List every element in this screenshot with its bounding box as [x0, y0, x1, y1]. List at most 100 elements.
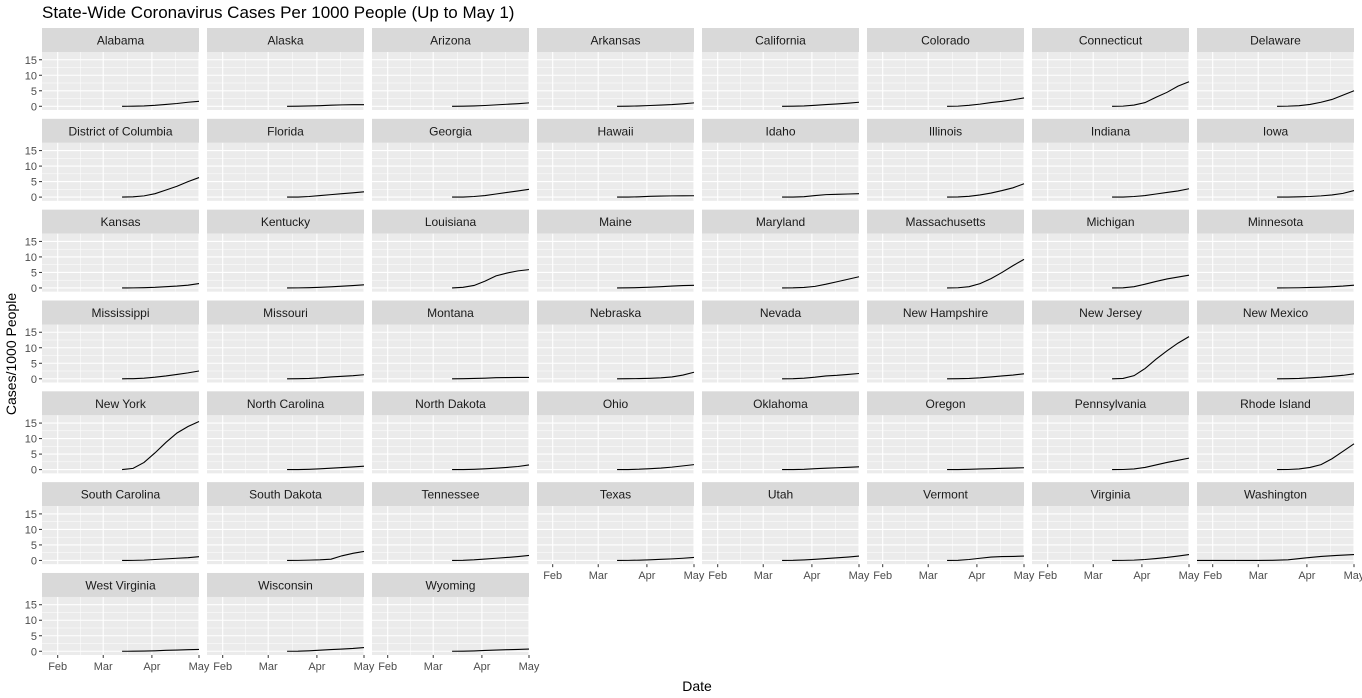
facet-california: California: [702, 28, 860, 110]
facet-label: Mississippi: [91, 306, 149, 320]
facet-label: Washington: [1244, 488, 1307, 502]
series-line-colorado: [947, 97, 1025, 107]
series-line-wyoming: [452, 648, 530, 652]
facet-delaware: Delaware: [1197, 28, 1355, 110]
series-line-oklahoma: [782, 466, 860, 471]
facet-label: Indiana: [1091, 124, 1131, 138]
facet-label: Massachusetts: [905, 215, 985, 229]
series-line-texas: [617, 556, 695, 561]
x-tick-label: Apr: [638, 570, 655, 582]
x-axis-title: Date: [682, 678, 712, 694]
facet-strip: [537, 391, 694, 416]
facet-label: Alaska: [267, 34, 303, 48]
facet-panel: [537, 233, 694, 292]
facet-rhode-island: Rhode Island: [1197, 391, 1355, 474]
facet-label: Minnesota: [1248, 215, 1304, 229]
facet-kansas: Kansas 0 5 10 15: [25, 209, 200, 295]
x-tick-label: Apr: [803, 570, 820, 582]
facet-strip: [1197, 300, 1354, 325]
series-line-hawaii: [617, 195, 695, 198]
x-tick-label: Feb: [708, 570, 727, 582]
facet-strip: [207, 300, 364, 325]
y-tick-label: 5: [31, 177, 37, 189]
facet-label: Kentucky: [261, 215, 310, 229]
facet-strip: [537, 209, 694, 234]
x-tick-label: Feb: [1038, 570, 1057, 582]
y-tick-label: 10: [25, 252, 37, 264]
facet-north-dakota: North Dakota: [372, 391, 530, 474]
series-line-iowa: [1277, 190, 1355, 198]
facet-panel: [42, 233, 199, 292]
facet-iowa: Iowa: [1197, 118, 1355, 201]
facet-panel: [372, 233, 529, 292]
series-line-new-hampshire: [947, 373, 1025, 380]
facet-panel: [207, 324, 364, 383]
facet-panel: [867, 415, 1024, 474]
facet-panel: [702, 142, 859, 201]
series-line-missouri: [287, 374, 365, 380]
facet-oregon: Oregon: [867, 391, 1025, 474]
series-line-north-dakota: [452, 464, 530, 471]
y-tick-label: 5: [31, 267, 37, 279]
facet-label: District of Columbia: [68, 124, 172, 138]
series-line-maryland: [782, 276, 860, 289]
facet-panel: [537, 52, 694, 110]
facet-label: Pennsylvania: [1075, 397, 1147, 411]
facet-panel: [1197, 233, 1354, 292]
x-tick-label: Apr: [1298, 570, 1315, 582]
facet-label: North Dakota: [415, 397, 486, 411]
facet-strip: [1032, 300, 1189, 325]
series-line-alabama: [122, 100, 200, 107]
facet-label: Oregon: [925, 397, 965, 411]
x-tick-label: Mar: [1249, 570, 1268, 582]
facet-label: Idaho: [765, 124, 795, 138]
facet-panel: [1197, 324, 1354, 383]
facet-panel: [42, 596, 199, 655]
facet-mississippi: Mississippi 0 5 10 15: [25, 300, 200, 386]
facet-label: Virginia: [1091, 488, 1131, 502]
facet-panel: [42, 52, 199, 110]
facet-strip: [867, 28, 1024, 52]
facet-label: Ohio: [603, 397, 629, 411]
series-line-indiana: [1112, 188, 1190, 198]
facet-strip: [372, 118, 529, 143]
facet-panel: [372, 52, 529, 110]
y-tick-label: 0: [31, 465, 37, 477]
facet-panel: [537, 506, 694, 565]
facet-montana: Montana: [372, 300, 530, 383]
facet-tennessee: Tennessee: [372, 482, 530, 565]
facet-arkansas: Arkansas: [537, 28, 695, 110]
y-tick-label: 15: [25, 327, 37, 339]
facet-oklahoma: Oklahoma: [702, 391, 860, 474]
facet-panel: [537, 415, 694, 474]
facet-label: Delaware: [1250, 34, 1301, 48]
x-tick-label: Mar: [1084, 570, 1103, 582]
facet-label: Arkansas: [590, 34, 640, 48]
facet-strip: [372, 300, 529, 325]
x-tick-label: Mar: [589, 570, 608, 582]
y-tick-label: 15: [25, 600, 37, 612]
facet-strip: [1197, 482, 1354, 507]
series-line-washington: [1197, 553, 1355, 561]
y-tick-label: 15: [25, 509, 37, 521]
series-line-district-of-columbia: [122, 177, 200, 198]
x-tick-label: May: [1179, 570, 1200, 582]
facet-new-york: New York 0 5 10 15: [25, 391, 200, 477]
facet-label: Maryland: [756, 215, 805, 229]
y-tick-label: 0: [31, 101, 37, 113]
series-line-virginia: [1112, 553, 1190, 561]
facet-strip: [1032, 209, 1189, 234]
facet-strip: [867, 391, 1024, 416]
facet-label: Texas: [600, 488, 631, 502]
facet-strip: [372, 572, 529, 597]
facet-panel: [702, 52, 859, 110]
facet-colorado: Colorado: [867, 28, 1025, 110]
facet-label: South Carolina: [81, 488, 161, 502]
series-line-mississippi: [122, 370, 200, 380]
series-line-michigan: [1112, 274, 1190, 289]
y-tick-label: 10: [25, 70, 37, 82]
facet-strip: [207, 572, 364, 597]
series-line-south-carolina: [122, 556, 200, 561]
y-tick-label: 10: [25, 615, 37, 627]
facet-west-virginia: West Virginia 0 5 10 15 Feb Mar Apr May: [25, 572, 210, 673]
